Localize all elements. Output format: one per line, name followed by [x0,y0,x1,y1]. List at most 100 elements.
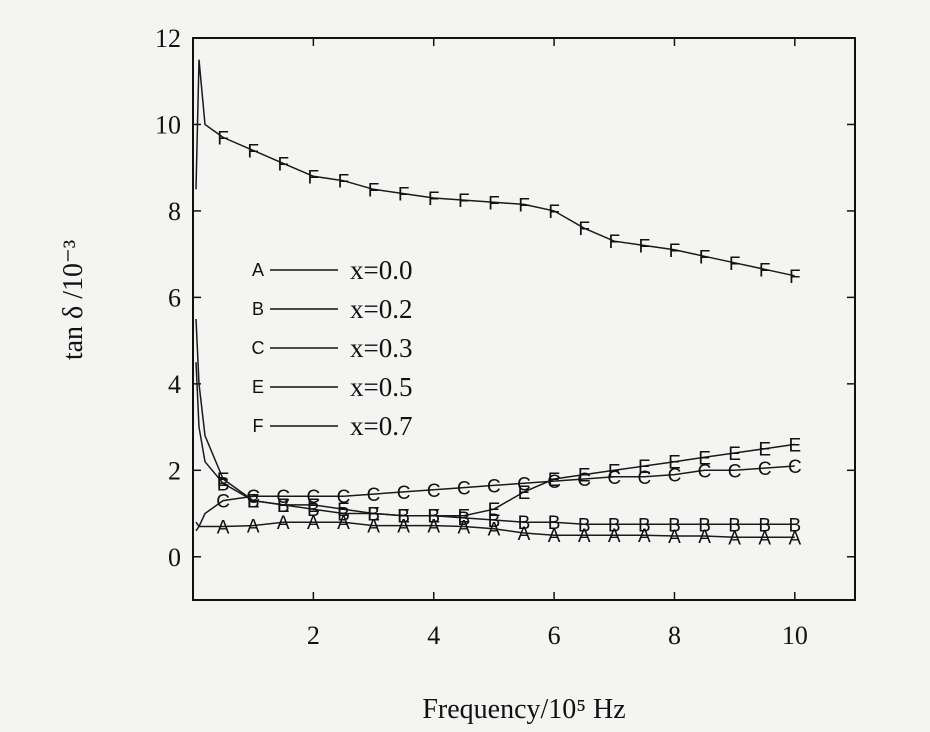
y-tick-label: 12 [155,24,181,53]
data-point: A [608,526,621,547]
series-layer: A A A A A A A A A A A A A A A A A A A ABB B B B B B B B B B B B B B B B B B B… [195,59,802,549]
data-point: F [338,172,350,193]
x-tick-label: 4 [427,621,440,650]
data-point: E [397,507,410,528]
data-point: A [427,517,440,538]
data-point: C [547,472,561,493]
data-point: B [217,474,230,495]
data-point: E [638,457,651,478]
y-axis-label: tan δ /10⁻³ [58,240,89,360]
data-point: C [668,466,682,487]
series-E: EE E E E E E E E EEE E E E E E E E E [195,318,801,528]
series-line [195,59,795,277]
data-point: C [728,461,742,482]
x-tick-label: 2 [307,621,320,650]
y-tick-label: 10 [155,110,181,139]
data-point: E [217,470,230,491]
y-tick-label: 4 [168,370,181,399]
data-point: F [308,167,320,188]
y-tick-label: 0 [168,543,181,572]
data-point: B [728,515,741,536]
data-point: C [637,468,651,489]
legend-marker: C [252,338,265,358]
data-point: F [669,241,681,262]
data-point: F [729,254,741,275]
data-point: B [548,513,561,534]
data-point: F [639,237,651,258]
data-point: B [488,511,501,532]
legend-label: x=0.2 [350,294,412,324]
data-point: A [728,528,741,549]
data-point: C [427,481,441,502]
data-point: E [247,492,260,513]
data-point: A [758,528,771,549]
x-tick-label: 10 [782,621,808,650]
data-point: C [607,468,621,489]
x-tick-label: 6 [548,621,561,650]
legend-marker: F [253,416,264,436]
data-point: A [307,513,320,534]
data-point: F [789,267,801,288]
data-point: C [457,479,471,500]
data-point: E [548,470,561,491]
data-point: A [488,520,501,541]
data-point: B [367,505,380,526]
data-point: E [668,453,681,474]
x-tick-label: 8 [668,621,681,650]
y-tick-label: 8 [168,197,181,226]
data-point: C [397,483,411,504]
data-point: B [518,513,531,534]
series-line [195,521,795,539]
data-point: A [548,526,561,547]
data-point: A [277,513,290,534]
plot-frame [192,37,856,601]
data-point: B [457,509,470,530]
y-tick-label: 6 [168,283,181,312]
data-point: E [758,440,771,461]
data-point: A [788,528,801,549]
data-point: B [578,515,591,536]
data-point: F [699,247,711,268]
data-point: F [247,141,259,162]
data-point: E [307,496,320,517]
data-point: F [368,180,380,201]
data-point: F [608,232,620,253]
data-point: B [608,515,621,536]
data-point: A [367,517,380,538]
data-point: A [247,517,260,538]
legend-marker: B [252,299,264,319]
data-point: A [578,526,591,547]
data-point: E [578,466,591,487]
data-point: A [217,518,230,539]
data-point: B [788,515,801,536]
data-point: C [788,457,802,478]
legend-label: x=0.0 [350,255,412,285]
data-point: E [457,507,470,528]
legend-marker: A [252,260,264,280]
data-point: C [246,487,260,508]
data-point: B [668,515,681,536]
data-point: B [698,515,711,536]
data-point: A [668,527,681,548]
data-point: F [578,219,590,240]
x-axis-label: Frequency/10⁵ Hz [422,694,625,725]
data-point: E [488,500,501,521]
data-point: E [728,444,741,465]
data-point: C [276,487,290,508]
data-point: C [367,485,381,506]
data-point: C [306,487,320,508]
legend-label: x=0.7 [350,411,412,441]
data-point: E [698,448,711,469]
data-point: E [788,435,801,456]
data-point: A [698,527,711,548]
data-point: B [427,507,440,528]
series-line [195,318,795,517]
data-point: A [518,524,531,545]
